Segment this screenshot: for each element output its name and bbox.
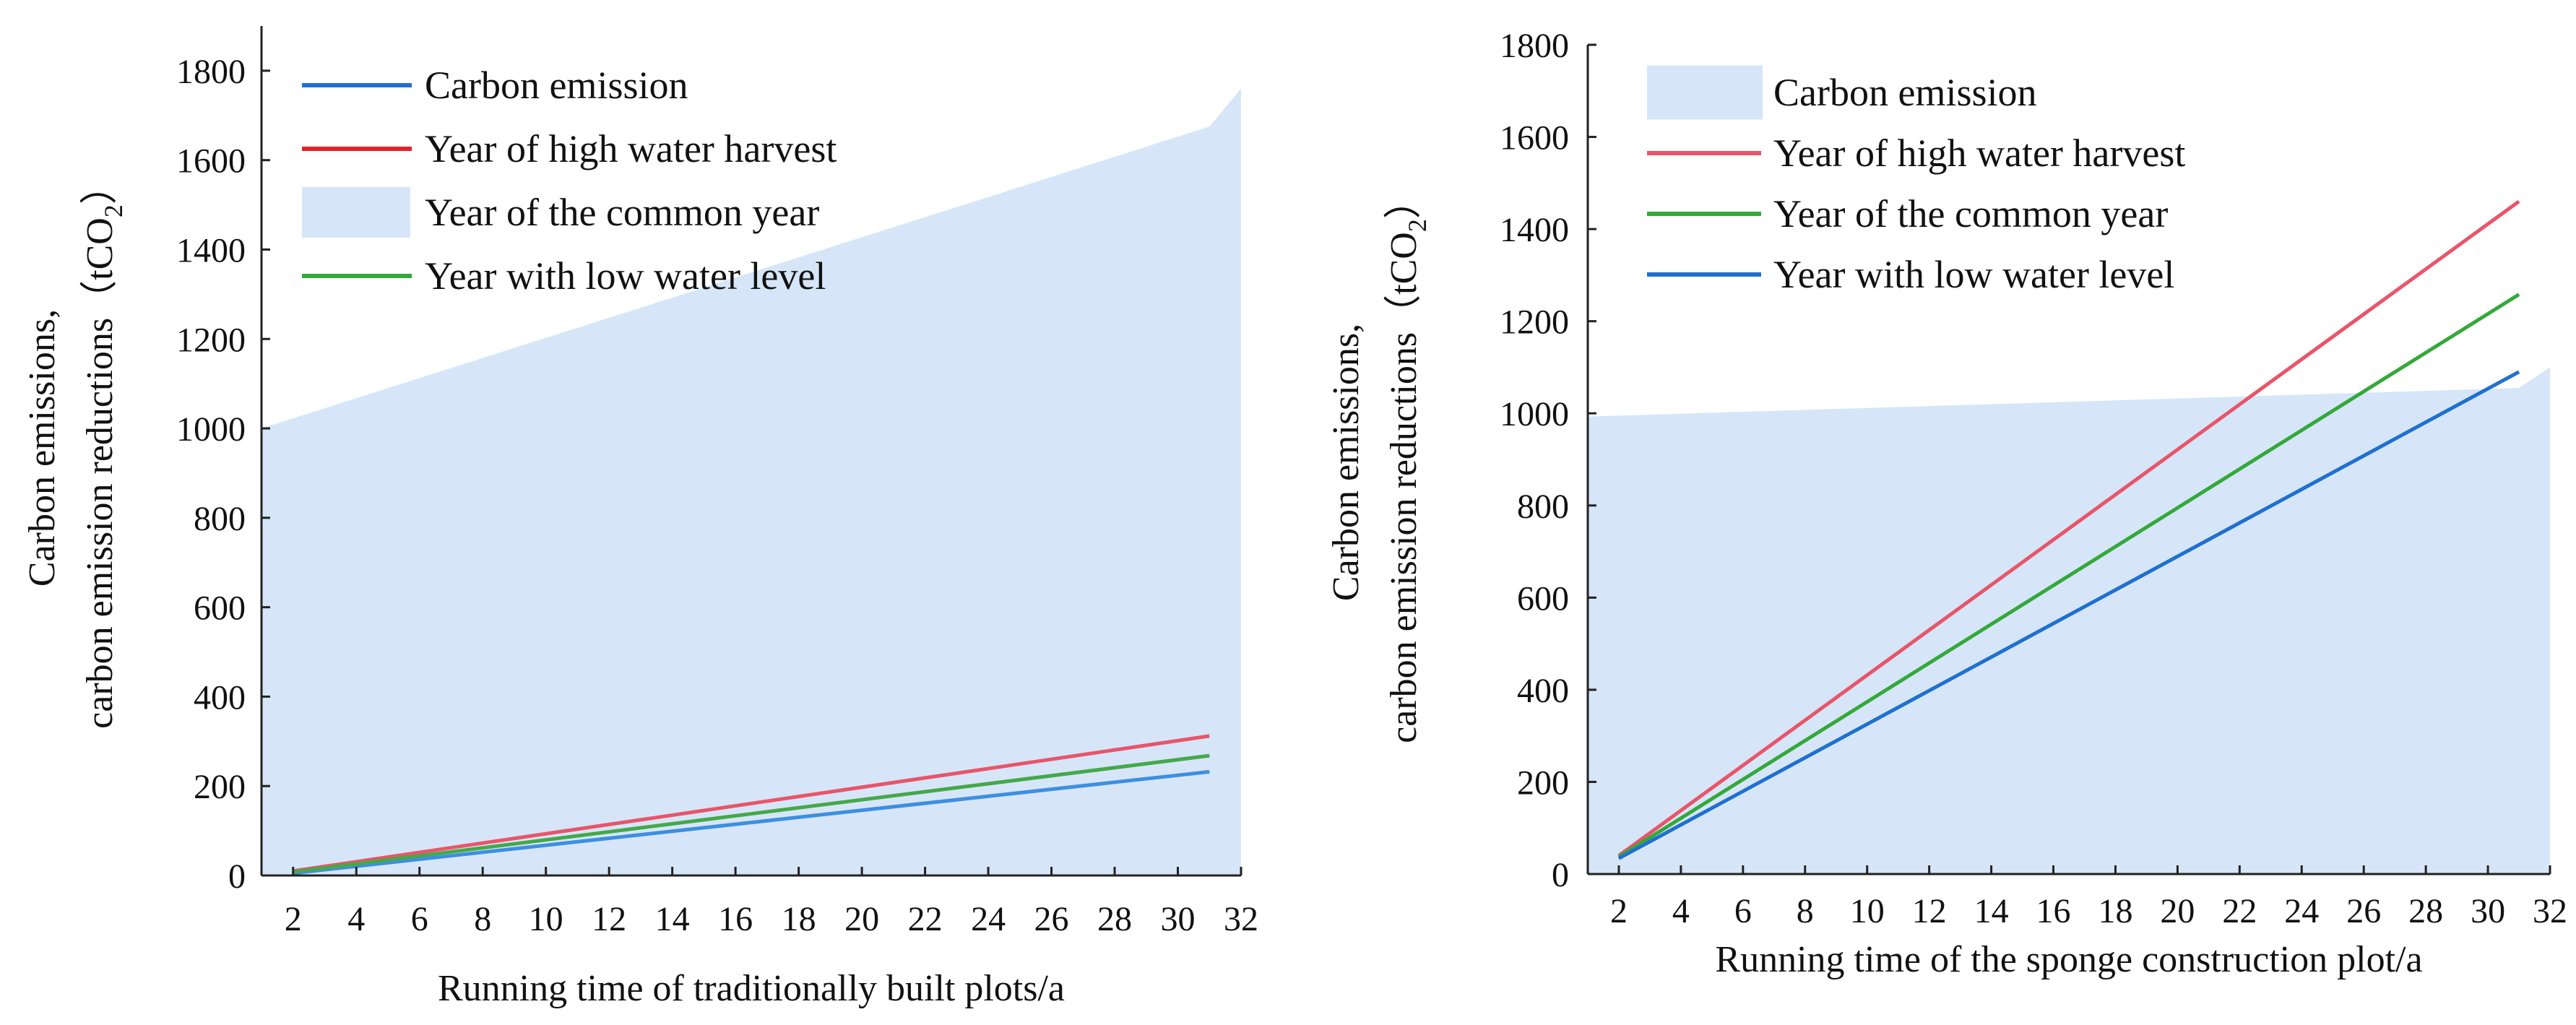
x-tick-label: 26 <box>2346 892 2381 930</box>
y-tick-label: 0 <box>228 857 246 896</box>
legend-label: Year of the common year <box>425 191 819 234</box>
y-tick-label: 1200 <box>176 321 246 359</box>
x-tick-label: 18 <box>2098 892 2132 930</box>
x-axis-title: Running time of traditionally built plot… <box>438 968 1065 1009</box>
y-tick-label: 1600 <box>176 142 246 181</box>
area-left <box>262 88 1241 876</box>
y-tick-label: 1800 <box>176 53 246 91</box>
y-tick-label: 200 <box>194 768 246 806</box>
y-tick-label: 1000 <box>1500 395 1569 433</box>
x-tick-label: 12 <box>592 900 626 938</box>
legend-label: Year with low water level <box>1773 253 2174 296</box>
x-tick-label: 14 <box>655 900 690 938</box>
y-tick-label: 600 <box>194 589 246 628</box>
x-tick-label: 16 <box>718 900 753 938</box>
y-axis-title-line2: carbon emission reductions（tCO2） <box>1383 181 1432 743</box>
x-tick-label: 30 <box>2471 892 2505 930</box>
x-tick-label: 24 <box>971 900 1006 938</box>
x-tick-label: 22 <box>2222 892 2257 930</box>
y-tick-label: 1200 <box>1500 303 1569 342</box>
legend-label: Year of high water harvest <box>425 127 837 170</box>
legend-label: Year of high water harvest <box>1773 131 2185 175</box>
legend-swatch-area <box>1647 65 1763 120</box>
x-tick-label: 2 <box>1610 892 1628 930</box>
y-tick-label: 0 <box>1552 856 1569 894</box>
x-tick-label: 26 <box>1034 900 1069 938</box>
y-tick-label: 1600 <box>1500 119 1569 157</box>
series-line-left-2 <box>293 753 1210 874</box>
x-tick-label: 28 <box>1097 900 1132 938</box>
x-tick-label: 4 <box>1672 892 1690 930</box>
y-tick-label: 400 <box>1517 672 1569 710</box>
x-tick-label: 30 <box>1161 900 1196 938</box>
x-tick-label: 24 <box>2284 892 2319 930</box>
x-tick-label: 10 <box>529 900 563 938</box>
y-axis-title-close: ） <box>79 167 121 204</box>
x-tick-label: 2 <box>285 900 302 938</box>
x-tick-label: 32 <box>2533 892 2567 930</box>
legend-label: Year of the common year <box>1773 192 2168 235</box>
y-tick-label: 600 <box>1517 579 1569 618</box>
legend-label: Carbon emission <box>1773 71 2036 114</box>
y-tick-label: 1400 <box>176 231 246 269</box>
x-tick-label: 28 <box>2408 892 2443 930</box>
x-tick-label: 14 <box>1974 892 2009 930</box>
series-line-right-0 <box>1617 199 2520 857</box>
y-axis-title-line1: Carbon emissions, <box>22 309 63 587</box>
y-tick-label: 400 <box>194 678 246 717</box>
y-axis-title-line1: Carbon emissions, <box>1326 324 1367 601</box>
y-tick-label: 800 <box>1517 488 1569 526</box>
area-right <box>1588 367 2550 874</box>
x-axis-title: Running time of the sponge construction … <box>1715 939 2422 980</box>
x-tick-label: 16 <box>2036 892 2071 930</box>
x-tick-label: 8 <box>1797 892 1814 930</box>
legend-swatch-area <box>302 187 410 238</box>
y-axis-title-close: ） <box>1383 181 1425 219</box>
y-tick-label: 1800 <box>1500 27 1569 65</box>
series-line-right-1 <box>1617 293 2520 859</box>
y-tick-label: 1000 <box>176 410 246 449</box>
x-tick-label: 32 <box>1224 900 1258 938</box>
x-tick-label: 18 <box>782 900 816 938</box>
y-axis-title-main: carbon emission reductions（tCO <box>1383 232 1425 743</box>
x-tick-label: 20 <box>2160 892 2195 930</box>
series-line-left-0 <box>293 769 1210 875</box>
x-tick-label: 4 <box>347 900 365 938</box>
series-line-right-2 <box>1617 370 2520 860</box>
x-tick-label: 6 <box>1734 892 1752 930</box>
y-axis-title-subscript: 2 <box>1403 219 1432 232</box>
x-tick-label: 6 <box>411 900 428 938</box>
y-tick-label: 1400 <box>1500 211 1569 249</box>
y-tick-label: 800 <box>194 500 246 538</box>
x-tick-label: 20 <box>844 900 879 938</box>
x-tick-label: 10 <box>1850 892 1885 930</box>
series-line-left-1 <box>293 734 1210 873</box>
y-axis-title-subscript: 2 <box>99 204 128 217</box>
x-tick-label: 22 <box>908 900 943 938</box>
x-tick-label: 12 <box>1912 892 1947 930</box>
legend-label: Carbon emission <box>425 64 688 107</box>
legend-label: Year with low water level <box>425 254 826 298</box>
y-axis-title-main: carbon emission reductions（tCO <box>79 217 121 729</box>
x-tick-label: 8 <box>474 900 491 938</box>
y-tick-label: 200 <box>1517 764 1569 802</box>
y-axis-title-line2: carbon emission reductions（tCO2） <box>79 167 128 729</box>
